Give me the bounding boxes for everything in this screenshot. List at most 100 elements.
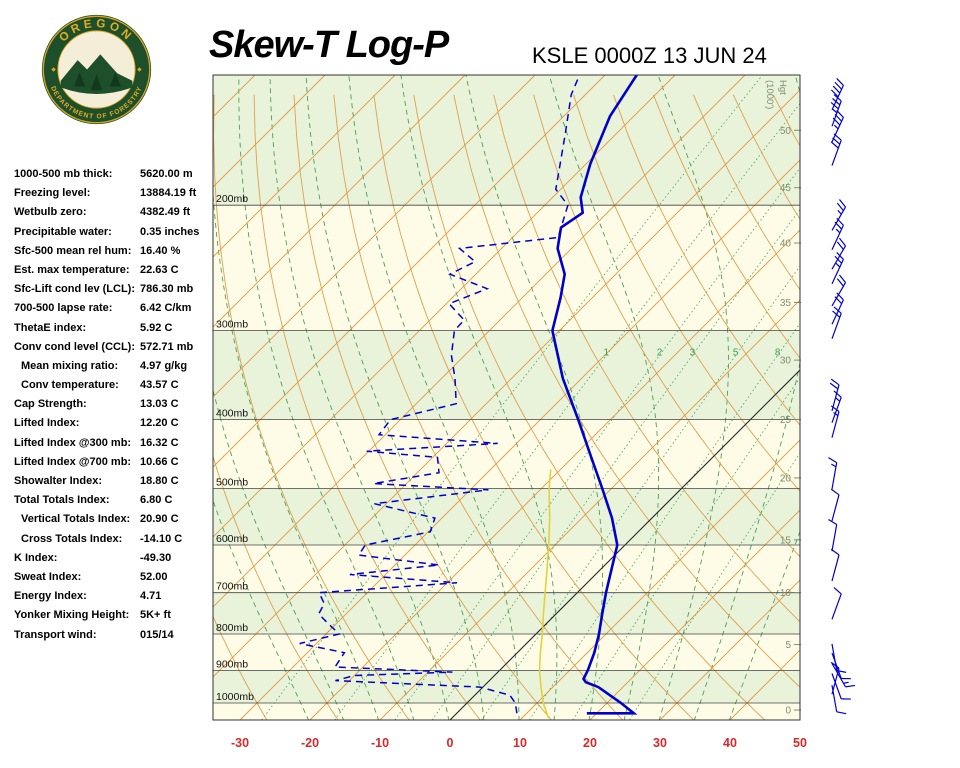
wind-barb (831, 217, 844, 250)
moist-adiabat (213, 186, 380, 720)
pressure-axis-label: 1000mb (216, 691, 254, 703)
stat-value: 6.80 C (140, 494, 173, 507)
pressure-axis-label: 500mb (216, 477, 248, 489)
isotherm (213, 75, 326, 188)
wind-barb (830, 405, 840, 438)
temperature-curve (551, 75, 639, 715)
isotherm (379, 299, 800, 720)
height-axis-tick-label: 15 (780, 535, 792, 546)
page-title: Skew-T Log-P (209, 24, 449, 66)
stat-label: Showalter Index: (14, 475, 103, 487)
mixing-ratio-line (394, 167, 800, 720)
temp-axis-label: -20 (301, 736, 319, 750)
wind-barb (831, 110, 844, 143)
moist-adiabat (728, 530, 800, 720)
stat-row: Lifted Index @700 mb: 10.66 C (14, 453, 219, 472)
stat-row: Lifted Index @300 mb: 16.32 C (14, 434, 219, 453)
isotherm (239, 159, 800, 720)
moist-adiabat (269, 75, 450, 720)
height-axis-tick-label: 35 (780, 298, 792, 309)
profiles (299, 75, 639, 719)
stat-label: Transport wind: (14, 628, 97, 641)
stat-row: Est. max temperature: 22.63 C (14, 261, 219, 280)
height-axis-tick-label: 0 (785, 706, 791, 717)
parcel-curve (538, 469, 552, 719)
pressure-axis-label: 200mb (216, 193, 248, 205)
dry-adiabat (813, 95, 960, 721)
mixing-ratio-label: 2 (657, 347, 663, 358)
temp-axis-label: 10 (513, 736, 527, 750)
mixing-ratio-label: 3 (690, 347, 696, 358)
wind-barb (831, 199, 847, 231)
wind-barb (828, 518, 838, 552)
stat-value: 5620.00 m (140, 168, 193, 180)
height-axis-title: Hgt (777, 80, 788, 95)
stat-label: 700-500 lapse rate: (14, 302, 113, 315)
stat-value: 16.32 C (140, 436, 179, 449)
stat-label: ThetaE index: (14, 321, 87, 334)
stat-label: Precipitable water: (14, 225, 112, 238)
stat-value: 12.20 C (140, 417, 179, 430)
stat-value: 015/14 (140, 628, 174, 641)
pressure-axis-label: 300mb (216, 319, 248, 331)
stat-row: Showalter Index: 18.80 C (14, 472, 219, 491)
stat-row: Sfc-500 mean rel hum: 16.40 % (14, 242, 219, 261)
temp-axis-label: 30 (653, 736, 667, 750)
temp-axis-label: 20 (583, 736, 597, 750)
stat-value: 16.40 % (140, 244, 181, 257)
height-axis-tick-label: 5 (785, 640, 791, 651)
stat-label: K Index: (14, 551, 58, 564)
stat-row: Freezing level: 13884.19 ft (14, 184, 219, 203)
mixing-ratio-label: 1 (604, 347, 610, 358)
logo-trees-graphic (73, 72, 121, 91)
temp-axis-label: -10 (371, 736, 389, 750)
logo-inner-rim (57, 30, 136, 109)
moist-adiabat (238, 75, 415, 720)
station-id: KSLE 0000Z 13 JUN 24 (532, 43, 767, 68)
wind-barb (831, 292, 844, 325)
stat-row: Cap Strength: 13.03 C (14, 395, 219, 414)
stat-row: Vertical Totals Index: 20.90 C (14, 510, 219, 529)
logo-star-right (137, 67, 142, 72)
stat-label: Mean mixing ratio: (21, 359, 119, 372)
stat-label: Cross Totals Index: (21, 532, 123, 545)
isotherm (213, 75, 606, 468)
band (213, 330, 800, 420)
stat-label: Conv temperature: (21, 379, 119, 392)
stat-row: Wetbulb zero: 4382.49 ft (14, 203, 219, 222)
stat-value: 13.03 C (140, 398, 179, 411)
stat-row: Cross Totals Index: -14.10 C (14, 530, 219, 549)
stat-row: Conv cond level (CCL): 572.71 mb (14, 338, 219, 357)
wind-barb (831, 663, 856, 688)
stat-value: 5.92 C (140, 321, 173, 334)
wind-barb (831, 252, 844, 285)
stat-label: Freezing level: (14, 187, 91, 200)
stat-label: Energy Index: (14, 590, 87, 603)
stat-row: Conv temperature: 43.57 C (14, 376, 219, 395)
height-axis-tick-label: 25 (780, 415, 792, 426)
pressure-axis-label: 900mb (216, 658, 248, 670)
height-axis-tick-label: 45 (780, 183, 792, 194)
isotherm (309, 229, 800, 720)
stat-row: 700-500 lapse rate: 6.42 C/km (14, 299, 219, 318)
band (213, 75, 800, 206)
wind-barb (830, 488, 840, 522)
wind-barb (831, 587, 842, 620)
mixing-ratio-line (334, 102, 800, 720)
wind-barb (830, 94, 842, 127)
stat-label: Lifted Index @300 mb: (14, 436, 132, 449)
stat-value: 0.35 inches (140, 225, 200, 238)
isotherm (213, 75, 396, 258)
pressure-axis-label: 400mb (216, 408, 248, 420)
stat-label: Sweat Index: (14, 570, 82, 583)
height-axis-tick-label: 40 (780, 239, 792, 250)
stat-value: 13884.19 ft (140, 187, 197, 200)
isotherm (213, 75, 746, 608)
pressure-axis-label: 800mb (216, 622, 248, 634)
band (213, 592, 800, 634)
temp-axis-label: -30 (231, 736, 249, 750)
stat-label: Vertical Totals Index: (21, 513, 131, 526)
band (213, 670, 800, 703)
band (213, 205, 800, 331)
